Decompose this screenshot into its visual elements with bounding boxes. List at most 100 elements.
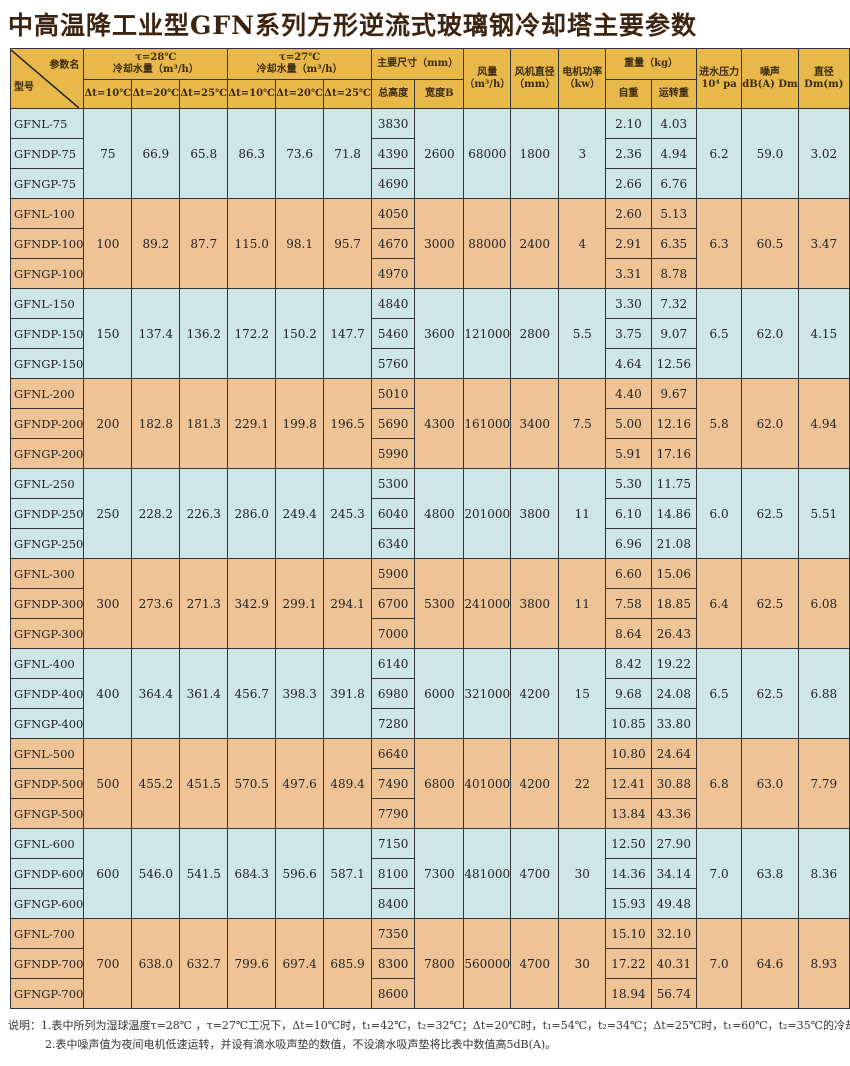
diameter-cell: 8.93 [797,918,850,1009]
table-row: GFNL-600 600 546.0 541.5 684.3 596.6 587.1 7150… [9,828,850,919]
pressure-cell: 6.8 [695,738,743,829]
flow-cell-f28: 226.3 [179,468,229,559]
fan-diameter-cell: 3800 [510,468,560,559]
model-cell: GFNDP-600 [9,858,85,889]
pressure-cell: 7.0 [695,918,743,1009]
flow-cell-f27: 299.1 [275,558,325,649]
header-param-name: 参数名 [49,59,80,71]
flow-cell-f27: 245.3 [323,468,373,559]
noise-cell: 59.0 [741,108,799,199]
header-motor-power: 电机功率 （kw） [558,48,607,109]
run-weight-cell: 15.06 [650,558,697,589]
header-diameter: 直径 Dm(m) [797,48,850,109]
table-row: GFNGP-600 8400 15.93 49.48 [9,888,850,919]
self-weight-cell: 3.31 [605,258,652,289]
table-row: GFNDP-250 6040 6.10 14.86 [9,498,850,529]
flow-cell-f27: 199.8 [275,378,325,469]
self-weight-cell: 15.10 [605,918,652,949]
self-weight-cell: 2.66 [605,168,652,199]
diameter-cell: 5.51 [797,468,850,559]
flow-cell-f28: 137.4 [131,288,181,379]
table-row: GFNGP-150 5760 4.64 12.56 [9,348,850,379]
self-weight-cell: 17.22 [605,948,652,979]
motor-power-cell: 30 [558,918,607,1009]
airflow-cell: 560000 [463,918,512,1009]
run-weight-cell: 34.14 [650,858,697,889]
flow-cell-f28: 182.8 [131,378,181,469]
table-row: GFNL-700 700 638.0 632.7 799.6 697.4 685.9 7350… [9,918,850,1009]
run-weight-cell: 14.86 [650,498,697,529]
flow-cell-f27: 115.0 [227,198,277,289]
model-cell: GFNGP-300 [9,618,85,649]
run-weight-cell: 32.10 [650,918,697,949]
page-title: 中高温降工业型GFN系列方形逆流式玻璃钢冷却塔主要参数 [8,11,697,40]
header-corner: 参数名 型号 [9,48,85,109]
width-b-cell: 4300 [414,378,465,469]
self-weight-cell: 14.36 [605,858,652,889]
table-row: GFNL-200 200 182.8 181.3 229.1 199.8 196.5 5010… [9,378,850,469]
diameter-cell: 4.15 [797,288,850,379]
model-cell: GFNDP-500 [9,768,85,799]
width-b-cell: 3000 [414,198,465,289]
flow-cell-f27: 196.5 [323,378,373,469]
flow-cell-f28: 541.5 [179,828,229,919]
run-weight-cell: 26.43 [650,618,697,649]
self-weight-cell: 12.41 [605,768,652,799]
flow-cell-f28: 66.9 [131,108,181,199]
diameter-cell: 7.79 [797,738,850,829]
total-height-cell: 8400 [371,888,416,919]
flow-cell-f27: 150.2 [275,288,325,379]
table-row: GFNDP-75 4390 2.36 4.94 [9,138,850,169]
motor-power-cell: 4 [558,198,607,289]
flow-cell-f28: 364.4 [131,648,181,739]
run-weight-cell: 40.31 [650,948,697,979]
total-height-cell: 7000 [371,618,416,649]
self-weight-cell: 4.64 [605,348,652,379]
flow-cell-f27: 86.3 [227,108,277,199]
motor-power-cell: 5.5 [558,288,607,379]
motor-power-cell: 11 [558,558,607,649]
table-row: GFNGP-250 6340 6.96 21.08 [9,528,850,559]
run-weight-cell: 43.36 [650,798,697,829]
model-cell: GFNL-250 [9,468,85,499]
flow-cell-f28: 300 [83,558,133,649]
model-cell: GFNL-100 [9,198,85,229]
model-cell: GFNDP-75 [9,138,85,169]
motor-power-cell: 7.5 [558,378,607,469]
table-row: GFNDP-400 6980 9.68 24.08 [9,678,850,709]
self-weight-cell: 2.10 [605,108,652,139]
header-27-dt10: Δt=10℃ [227,79,277,109]
table-row: GFNDP-700 8300 17.22 40.31 [9,948,850,979]
table-row: GFNL-300 300 273.6 271.3 342.9 299.1 294.1 5900… [9,558,850,649]
self-weight-cell: 6.10 [605,498,652,529]
flow-cell-f28: 638.0 [131,918,181,1009]
table-row: GFNGP-75 4690 2.66 6.76 [9,168,850,199]
model-cell: GFNGP-200 [9,438,85,469]
total-height-cell: 5690 [371,408,416,439]
width-b-cell: 5300 [414,558,465,649]
self-weight-cell: 8.64 [605,618,652,649]
self-weight-cell: 7.58 [605,588,652,619]
model-cell: GFNDP-250 [9,498,85,529]
table-row: GFNDP-100 4670 2.91 6.35 [9,228,850,259]
header-flow-27: τ=27℃ 冷却水量（m³/h） [227,48,373,80]
run-weight-cell: 24.08 [650,678,697,709]
header-dims: 主要尺寸（mm） [371,48,465,80]
flow-cell-f28: 451.5 [179,738,229,829]
noise-cell: 62.5 [741,468,799,559]
model-cell: GFNDP-100 [9,228,85,259]
airflow-cell: 401000 [463,738,512,829]
flow-cell-f28: 89.2 [131,198,181,289]
width-b-cell: 6800 [414,738,465,829]
flow-cell-f27: 73.6 [275,108,325,199]
diameter-cell: 4.94 [797,378,850,469]
fan-diameter-cell: 4200 [510,738,560,829]
motor-power-cell: 30 [558,828,607,919]
self-weight-cell: 6.60 [605,558,652,589]
run-weight-cell: 27.90 [650,828,697,859]
diameter-cell: 3.02 [797,108,850,199]
total-height-cell: 6040 [371,498,416,529]
total-height-cell: 4670 [371,228,416,259]
total-height-cell: 6140 [371,648,416,679]
header-self-weight: 自重 [605,79,652,109]
